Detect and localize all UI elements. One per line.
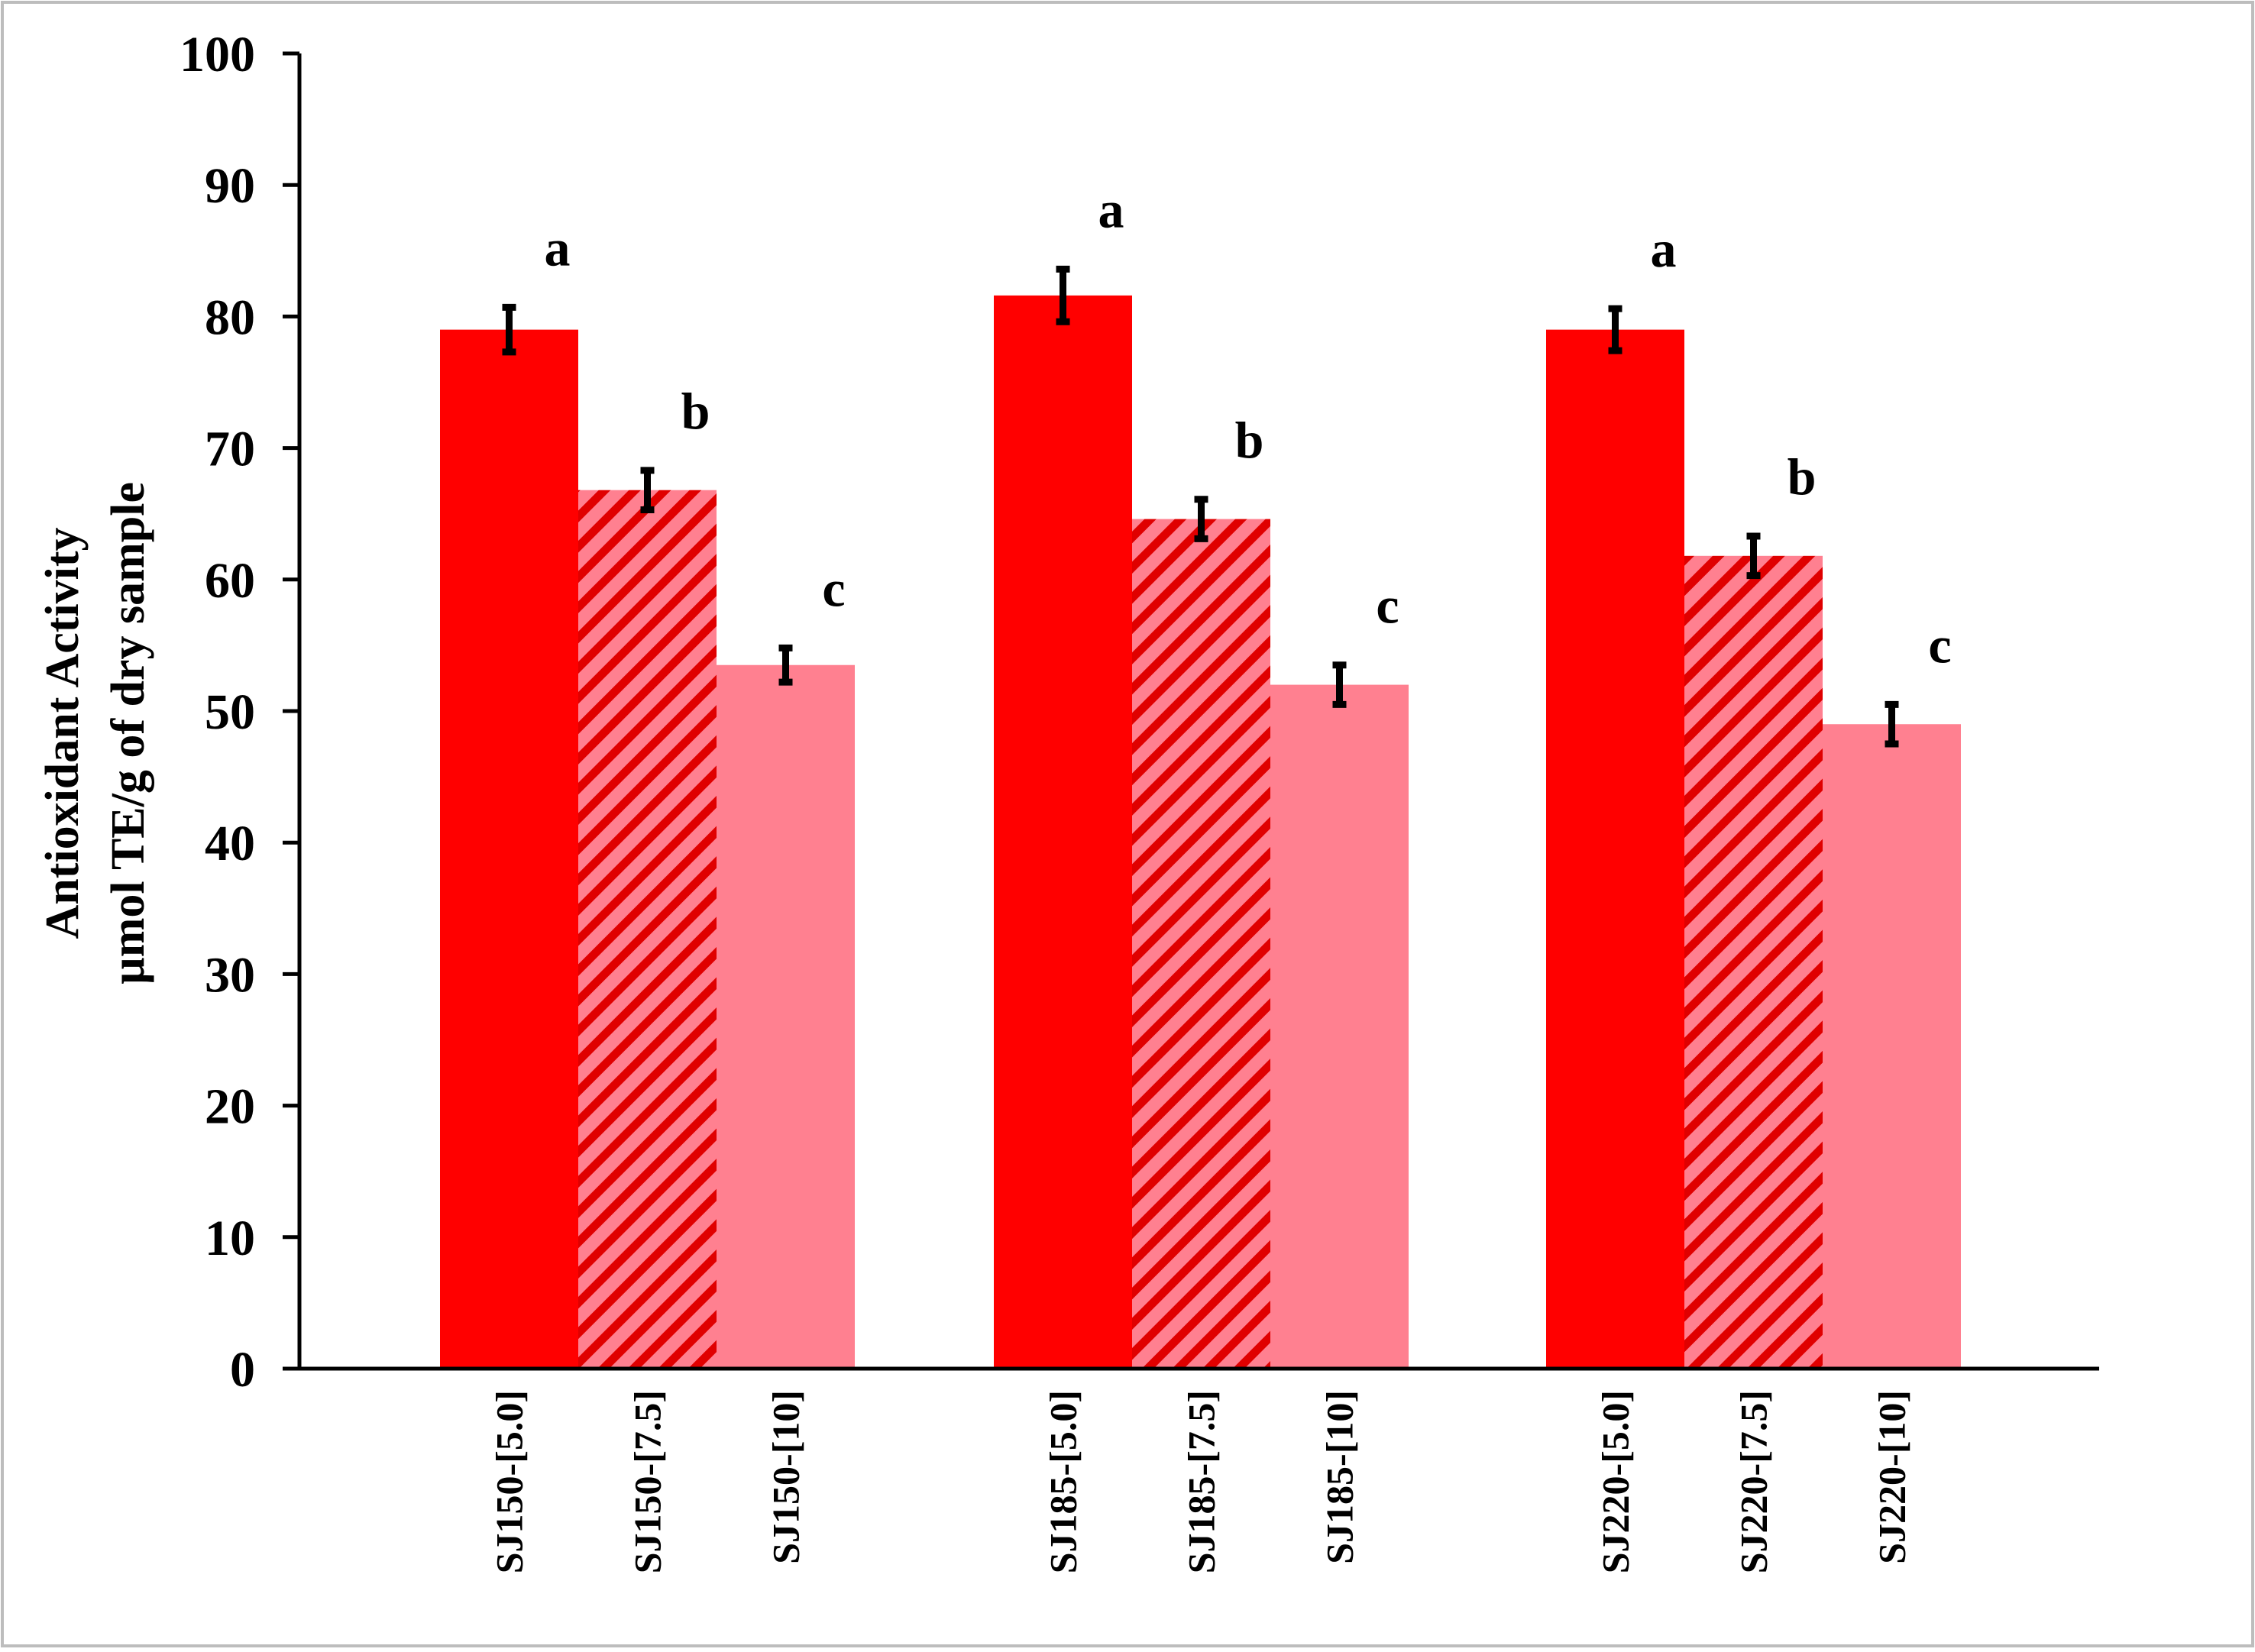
category-label: SJ220-[7.5] — [1732, 1390, 1775, 1573]
bar-SJ185-[10] — [1270, 684, 1409, 1369]
error-bar-SJ150-[10] — [778, 644, 793, 686]
error-bar-SJ150-[7.5] — [640, 467, 655, 514]
bar-SJ220-[5.0] — [1546, 329, 1684, 1369]
category-label: SJ185-[10] — [1318, 1390, 1361, 1564]
bar-SJ150-[10] — [717, 664, 855, 1369]
category-label: SJ185-[5.0] — [1042, 1390, 1085, 1573]
bar-SJ185-[5.0] — [994, 295, 1132, 1369]
error-bar-SJ185-[5.0] — [1056, 265, 1070, 325]
error-bar-SJ185-[10] — [1332, 661, 1347, 708]
y-tick-label: 80 — [205, 289, 255, 345]
significance-label: a — [1651, 220, 1677, 278]
error-bar-SJ185-[7.5] — [1194, 496, 1208, 542]
y-tick-label: 0 — [230, 1342, 255, 1398]
axis-layer — [283, 51, 2099, 1371]
category-label: SJ150-[7.5] — [626, 1390, 669, 1573]
category-label: SJ150-[5.0] — [488, 1390, 531, 1573]
error-bar-SJ220-[10] — [1885, 700, 1899, 748]
y-tick-label: 30 — [205, 947, 255, 1003]
category-label: SJ150-[10] — [765, 1390, 807, 1564]
significance-label: b — [1787, 448, 1817, 506]
significance-label: b — [1235, 411, 1264, 469]
significance-label: c — [822, 559, 845, 617]
significance-label: b — [681, 382, 710, 440]
significance-label: a — [545, 218, 571, 276]
y-tick-label: 40 — [205, 816, 255, 871]
bar-SJ185-[7.5] — [1132, 519, 1270, 1369]
y-tick-label: 50 — [205, 684, 255, 740]
bar-SJ150-[5.0] — [440, 329, 578, 1369]
bar-SJ220-[10] — [1823, 724, 1961, 1369]
bar-SJ220-[7.5] — [1684, 555, 1823, 1369]
y-tick-label: 100 — [180, 27, 255, 82]
label-layer: Antioxidant Activity µmol TE/g of dry sa… — [37, 27, 1952, 1573]
error-bar-SJ220-[7.5] — [1746, 532, 1761, 580]
y-axis-title-line2: µmol TE/g of dry sample — [102, 482, 154, 984]
y-tick-label: 60 — [205, 553, 255, 609]
category-label: SJ185-[7.5] — [1180, 1390, 1223, 1573]
significance-label: c — [1928, 616, 1951, 674]
y-tick-label: 10 — [205, 1211, 255, 1266]
category-label: SJ220-[10] — [1871, 1390, 1914, 1564]
y-tick-label: 70 — [205, 422, 255, 477]
error-bar-SJ220-[5.0] — [1608, 305, 1622, 354]
y-tick-label: 20 — [205, 1079, 255, 1135]
category-label: SJ220-[5.0] — [1594, 1390, 1637, 1573]
bars-layer — [440, 265, 1961, 1369]
y-tick-label: 90 — [205, 158, 255, 214]
significance-label: c — [1376, 577, 1399, 635]
significance-label: a — [1098, 180, 1124, 238]
bar-SJ150-[7.5] — [578, 490, 717, 1369]
y-axis-title-line1: Antioxidant Activity — [37, 527, 89, 939]
error-bar-SJ150-[5.0] — [502, 303, 516, 356]
